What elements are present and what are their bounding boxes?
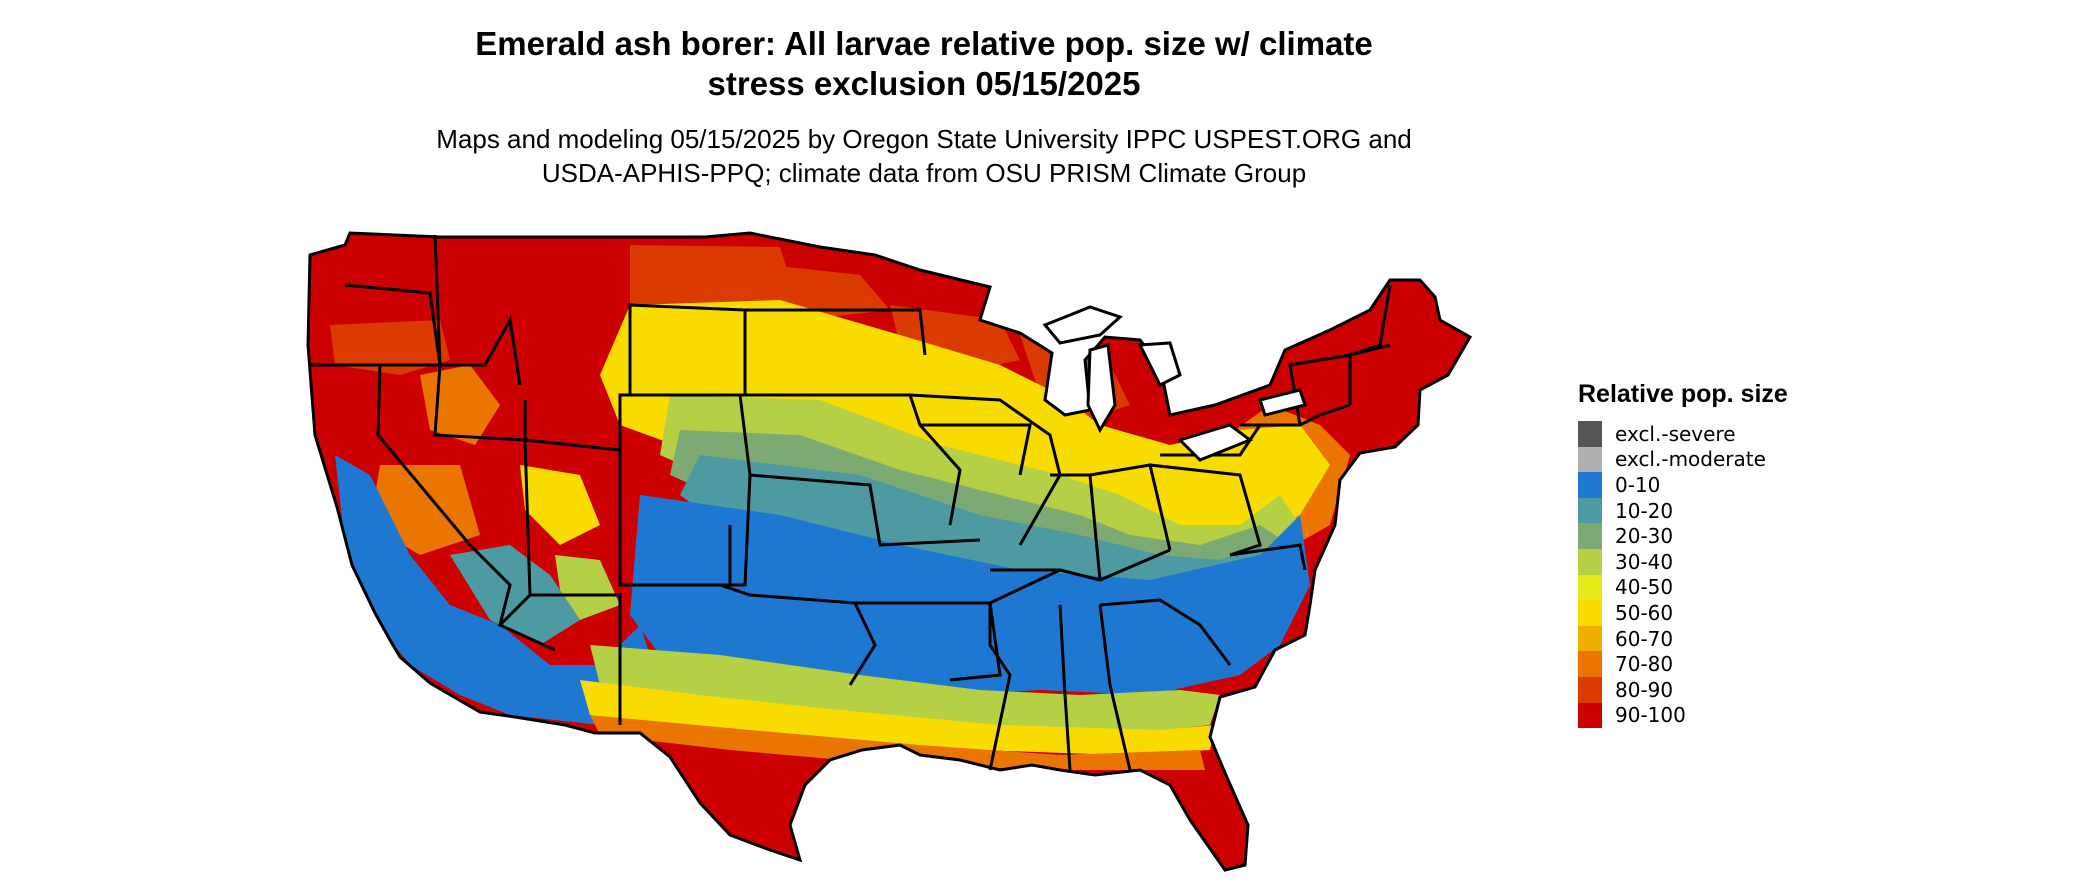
legend-swatch	[1578, 600, 1602, 626]
map-title-line1: Emerald ash borer: All larvae relative p…	[475, 25, 1373, 62]
legend-label: 0-10	[1615, 472, 1661, 497]
legend-item: 60-70	[1578, 625, 1788, 652]
legend-swatch	[1578, 574, 1602, 601]
legend-swatch	[1578, 523, 1602, 549]
legend-swatch	[1578, 651, 1602, 677]
legend-label: 50-60	[1615, 600, 1674, 625]
legend-item: 90-100	[1578, 702, 1788, 729]
legend-label: excl.-severe	[1615, 421, 1736, 446]
legend-item: excl.-severe	[1578, 421, 1788, 447]
map-legend: Relative pop. size excl.-severe excl.-mod…	[1578, 380, 1788, 729]
legend-swatch	[1578, 472, 1602, 498]
legend-swatch	[1578, 446, 1602, 473]
legend-item: 40-50	[1578, 574, 1788, 601]
legend-item: 80-90	[1578, 676, 1788, 703]
map-subtitle-line2: USDA-APHIS-PPQ; climate data from OSU PR…	[541, 158, 1307, 188]
map-raster	[308, 233, 1470, 870]
legend-label: 70-80	[1615, 652, 1674, 677]
legend-item: 70-80	[1578, 651, 1788, 677]
map-subtitle: Maps and modeling 05/15/2025 by Oregon S…	[0, 122, 1848, 190]
map-subtitle-line1: Maps and modeling 05/15/2025 by Oregon S…	[436, 124, 1412, 154]
legend-label: 10-20	[1615, 498, 1674, 523]
legend-swatch	[1578, 702, 1602, 729]
us-population-map	[306, 231, 1472, 872]
legend-label: 60-70	[1615, 626, 1674, 651]
legend-item: excl.-moderate	[1578, 446, 1788, 473]
legend-label: 80-90	[1615, 677, 1674, 702]
legend-label: 20-30	[1615, 524, 1674, 549]
legend-swatch	[1578, 625, 1602, 652]
legend-label: excl.-moderate	[1615, 447, 1766, 472]
legend-title: Relative pop. size	[1578, 380, 1788, 408]
legend-item: 0-10	[1578, 472, 1788, 498]
legend-swatch	[1578, 548, 1602, 575]
state-borders	[306, 231, 1472, 872]
legend-item: 10-20	[1578, 497, 1788, 524]
legend-label: 30-40	[1615, 549, 1674, 574]
great-lakes	[1042, 305, 1307, 462]
legend-label: 40-50	[1615, 575, 1674, 600]
legend-item: 20-30	[1578, 523, 1788, 549]
map-title-line2: stress exclusion 05/15/2025	[707, 65, 1141, 102]
legend-label: 90-100	[1615, 703, 1686, 728]
map-title: Emerald ash borer: All larvae relative p…	[0, 24, 1848, 104]
legend-item: 50-60	[1578, 600, 1788, 626]
legend-items: excl.-severe excl.-moderate 0-10 10-20 20-30…	[1578, 421, 1788, 729]
legend-swatch	[1578, 497, 1602, 524]
legend-swatch	[1578, 421, 1602, 447]
legend-swatch	[1578, 676, 1602, 703]
legend-item: 30-40	[1578, 548, 1788, 575]
